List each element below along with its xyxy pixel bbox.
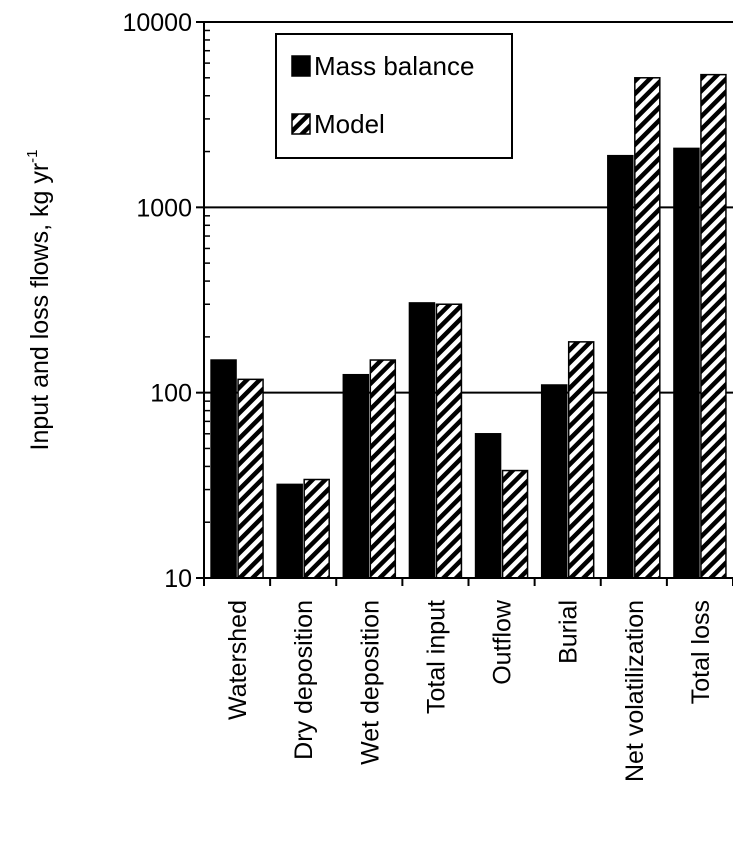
bar-model [369, 359, 397, 579]
bar-model [567, 341, 595, 579]
y-tick-labels: 10 100 1000 10000 [122, 9, 192, 593]
bar-mass-balance [276, 483, 303, 579]
bar-model [501, 469, 529, 579]
y-tick-label: 1000 [136, 194, 192, 222]
bar-model [634, 77, 661, 579]
y-axis-title: Input and loss flows, kg yr-1 [24, 150, 54, 451]
y-tick-label: 100 [150, 380, 192, 408]
category-labels: Watershed Dry deposition Wet deposition Tot… [224, 599, 715, 782]
bar-mass-balance [607, 154, 634, 579]
bar-mass-balance [673, 147, 700, 579]
category-label: Total input [422, 600, 450, 714]
category-label: Net volatilization [621, 600, 649, 782]
category-label: Outflow [489, 599, 517, 685]
category-label: Dry deposition [290, 600, 318, 760]
y-tick-label: 10000 [122, 9, 192, 37]
axes [196, 21, 733, 586]
legend-swatch [291, 55, 311, 77]
bar-model [435, 303, 463, 579]
bar-mass-balance [210, 359, 237, 579]
bar-model [700, 73, 727, 579]
bar-model [237, 378, 264, 579]
legend-box [275, 33, 513, 159]
category-label: Total loss [687, 600, 715, 704]
bar-mass-balance [342, 373, 370, 579]
category-label: Burial [555, 600, 583, 664]
bar-mass-balance [540, 384, 568, 579]
bar-model [303, 478, 330, 579]
category-label: Watershed [224, 600, 252, 720]
legend-label: Model [314, 109, 385, 139]
bars [210, 73, 727, 579]
bar-mass-balance [408, 302, 436, 579]
legend: Mass balance Model [275, 33, 513, 159]
legend-swatch [291, 113, 311, 135]
y-tick-label: 10 [164, 565, 192, 593]
category-label: Wet deposition [356, 600, 384, 765]
bar-mass-balance [474, 433, 502, 579]
legend-label: Mass balance [314, 51, 474, 81]
